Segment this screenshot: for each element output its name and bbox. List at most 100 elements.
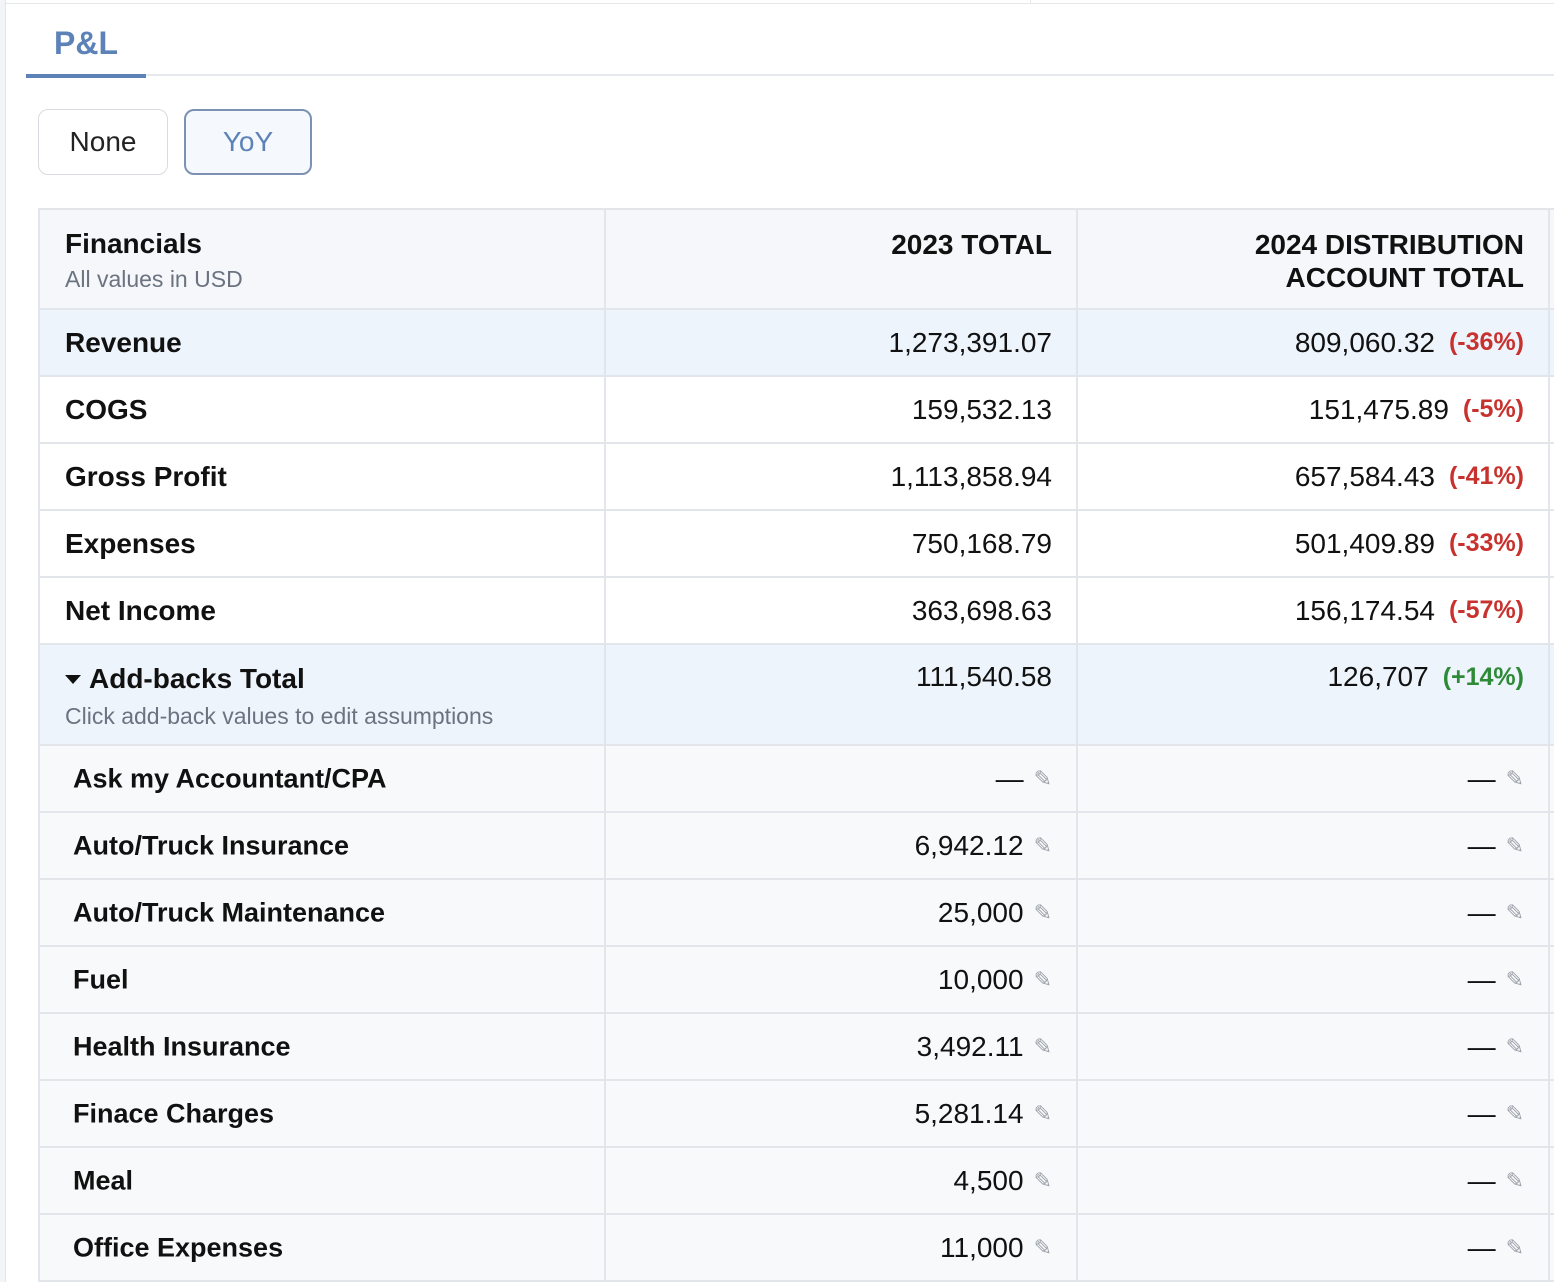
table-row-net-income: Net Income 363,698.63 156,174.54 (-57%) <box>40 578 1554 645</box>
pencil-icon[interactable]: ✎ <box>1033 765 1052 791</box>
tab-active-underline <box>26 74 146 78</box>
addback-edit-2023[interactable]: 3,492.11 ✎ <box>917 1031 1052 1063</box>
addback-row: Health Insurance 3,492.11 ✎ — ✎ <box>40 1014 1554 1081</box>
header-2023-cell: 2023 TOTAL <box>606 210 1078 308</box>
row-label: Net Income <box>65 594 216 626</box>
value-2024-group: 809,060.32 (-36%) <box>1295 327 1524 359</box>
addback-edit-2024[interactable]: — ✎ <box>1468 1165 1524 1197</box>
addback-row: Office Expenses 11,000 ✎ — ✎ <box>40 1215 1554 1282</box>
table-row-gross-profit: Gross Profit 1,113,858.94 657,584.43 (-41… <box>40 444 1554 511</box>
table-row-expenses: Expenses 750,168.79 501,409.89 (-33%) <box>40 511 1554 578</box>
addback-label: Fuel <box>73 964 129 994</box>
pencil-icon[interactable]: ✎ <box>1033 1033 1052 1059</box>
yoy-change: (-33%) <box>1448 529 1524 557</box>
row-label: Revenue <box>65 326 182 358</box>
addback-edit-2024[interactable]: — ✎ <box>1468 897 1524 929</box>
addback-edit-2024[interactable]: — ✎ <box>1468 1031 1524 1063</box>
value-2024-group: 657,584.43 (-41%) <box>1295 461 1524 493</box>
value-2023: 1,113,858.94 <box>890 460 1052 492</box>
table-row-revenue: Revenue 1,273,391.07 809,060.32 (-36%) <box>40 310 1554 377</box>
pencil-icon[interactable]: ✎ <box>1505 899 1524 925</box>
column-header-2024: 2024 DISTRIBUTION ACCOUNT TOTAL <box>1255 228 1524 294</box>
pencil-icon[interactable]: ✎ <box>1033 966 1052 992</box>
addback-edit-2023[interactable]: 25,000 ✎ <box>938 897 1052 929</box>
pencil-icon[interactable]: ✎ <box>1505 966 1524 992</box>
addback-value-2023: 25,000 <box>937 896 1024 928</box>
addback-value-2023: 11,000 <box>940 1231 1024 1263</box>
addback-row: Finace Charges 5,281.14 ✎ — ✎ <box>40 1081 1554 1148</box>
addback-value-2024: — <box>1467 1030 1496 1062</box>
tab-pnl-label: P&L <box>54 24 118 61</box>
addback-edit-2023[interactable]: — ✎ <box>996 763 1052 795</box>
pencil-icon[interactable]: ✎ <box>1505 1167 1524 1193</box>
addback-label: Health Insurance <box>73 1031 291 1061</box>
addbacks-hint: Click add-back values to edit assumption… <box>65 703 494 729</box>
row-label: COGS <box>65 393 148 425</box>
addbacks-toggle[interactable]: Add-backs Total <box>65 663 305 695</box>
pencil-icon[interactable]: ✎ <box>1033 1167 1052 1193</box>
value-2024-group: 501,409.89 (-33%) <box>1295 528 1524 560</box>
top-divider-tick <box>1030 0 1031 4</box>
tab-pnl[interactable]: P&L <box>26 10 146 78</box>
pencil-icon[interactable]: ✎ <box>1033 899 1052 925</box>
addback-label: Finace Charges <box>73 1098 275 1128</box>
addback-edit-2023[interactable]: 4,500 ✎ <box>953 1165 1052 1197</box>
header-financials-cell: Financials All values in USD <box>40 210 606 308</box>
pencil-icon[interactable]: ✎ <box>1033 832 1052 858</box>
addback-row: Ask my Accountant/CPA — ✎ — ✎ <box>40 746 1554 813</box>
addback-value-2024: — <box>1467 1231 1496 1263</box>
addback-edit-2024[interactable]: — ✎ <box>1468 1232 1524 1264</box>
addback-row: Auto/Truck Maintenance 25,000 ✎ — ✎ <box>40 880 1554 947</box>
addbacks-value-2023: 111,540.58 <box>916 661 1052 692</box>
addback-label: Auto/Truck Insurance <box>73 830 350 860</box>
pencil-icon[interactable]: ✎ <box>1505 832 1524 858</box>
yoy-change: (-41%) <box>1448 462 1524 490</box>
addback-value-2024: — <box>1467 829 1496 861</box>
addback-value-2024: — <box>1467 896 1496 928</box>
none-button[interactable]: None <box>38 109 168 175</box>
pencil-icon[interactable]: ✎ <box>1505 1234 1524 1260</box>
addback-edit-2023[interactable]: 11,000 ✎ <box>940 1232 1052 1264</box>
table-subtitle: All values in USD <box>65 266 243 292</box>
column-header-2024-line2: ACCOUNT TOTAL <box>1285 262 1525 293</box>
value-2023: 1,273,391.07 <box>888 326 1053 358</box>
pencil-icon[interactable]: ✎ <box>1505 1033 1524 1059</box>
pencil-icon[interactable]: ✎ <box>1505 1100 1524 1126</box>
addbacks-value-2024-group: 126,707 (+14%) <box>1327 661 1524 693</box>
pencil-icon[interactable]: ✎ <box>1505 765 1524 791</box>
value-2024-group: 156,174.54 (-57%) <box>1295 595 1524 627</box>
yoy-change: (-5%) <box>1462 395 1524 423</box>
addback-value-2023: 10,000 <box>937 963 1024 995</box>
addback-value-2023: 6,942.12 <box>914 829 1024 861</box>
yoy-button[interactable]: YoY <box>184 109 312 175</box>
row-label: Gross Profit <box>65 460 227 492</box>
addback-value-2023: 3,492.11 <box>916 1030 1024 1062</box>
value-2023: 363,698.63 <box>911 594 1052 626</box>
addback-edit-2023[interactable]: 6,942.12 ✎ <box>915 830 1052 862</box>
left-edge <box>0 0 6 1282</box>
addback-edit-2023[interactable]: 10,000 ✎ <box>938 964 1052 996</box>
addback-edit-2024[interactable]: — ✎ <box>1468 763 1524 795</box>
addback-edit-2023[interactable]: 5,281.14 ✎ <box>915 1098 1052 1130</box>
value-2024: 657,584.43 <box>1294 460 1435 492</box>
header-extra-cell <box>1550 210 1554 308</box>
pencil-icon[interactable]: ✎ <box>1033 1234 1052 1260</box>
addback-edit-2024[interactable]: — ✎ <box>1468 1098 1524 1130</box>
financials-table: Financials All values in USD 2023 TOTAL … <box>38 208 1554 1282</box>
pencil-icon[interactable]: ✎ <box>1033 1100 1052 1126</box>
value-2024: 809,060.32 <box>1294 326 1435 358</box>
addback-label: Office Expenses <box>73 1232 284 1262</box>
header-2024-cell: 2024 DISTRIBUTION ACCOUNT TOTAL <box>1078 210 1550 308</box>
yoy-change: (-57%) <box>1448 596 1524 624</box>
yoy-change: (-36%) <box>1448 328 1524 356</box>
addback-value-2024: — <box>1467 963 1496 995</box>
addback-value-2023: — <box>995 762 1024 794</box>
table-header-row: Financials All values in USD 2023 TOTAL … <box>40 210 1554 310</box>
addback-edit-2024[interactable]: — ✎ <box>1468 964 1524 996</box>
addbacks-title: Add-backs Total <box>89 663 305 694</box>
value-2024: 151,475.89 <box>1308 393 1449 425</box>
addbacks-value-2024: 126,707 <box>1327 661 1429 692</box>
value-2024-group: 151,475.89 (-5%) <box>1309 394 1524 426</box>
table-row-addbacks-total: Add-backs Total Click add-back values to… <box>40 645 1554 746</box>
addback-edit-2024[interactable]: — ✎ <box>1468 830 1524 862</box>
